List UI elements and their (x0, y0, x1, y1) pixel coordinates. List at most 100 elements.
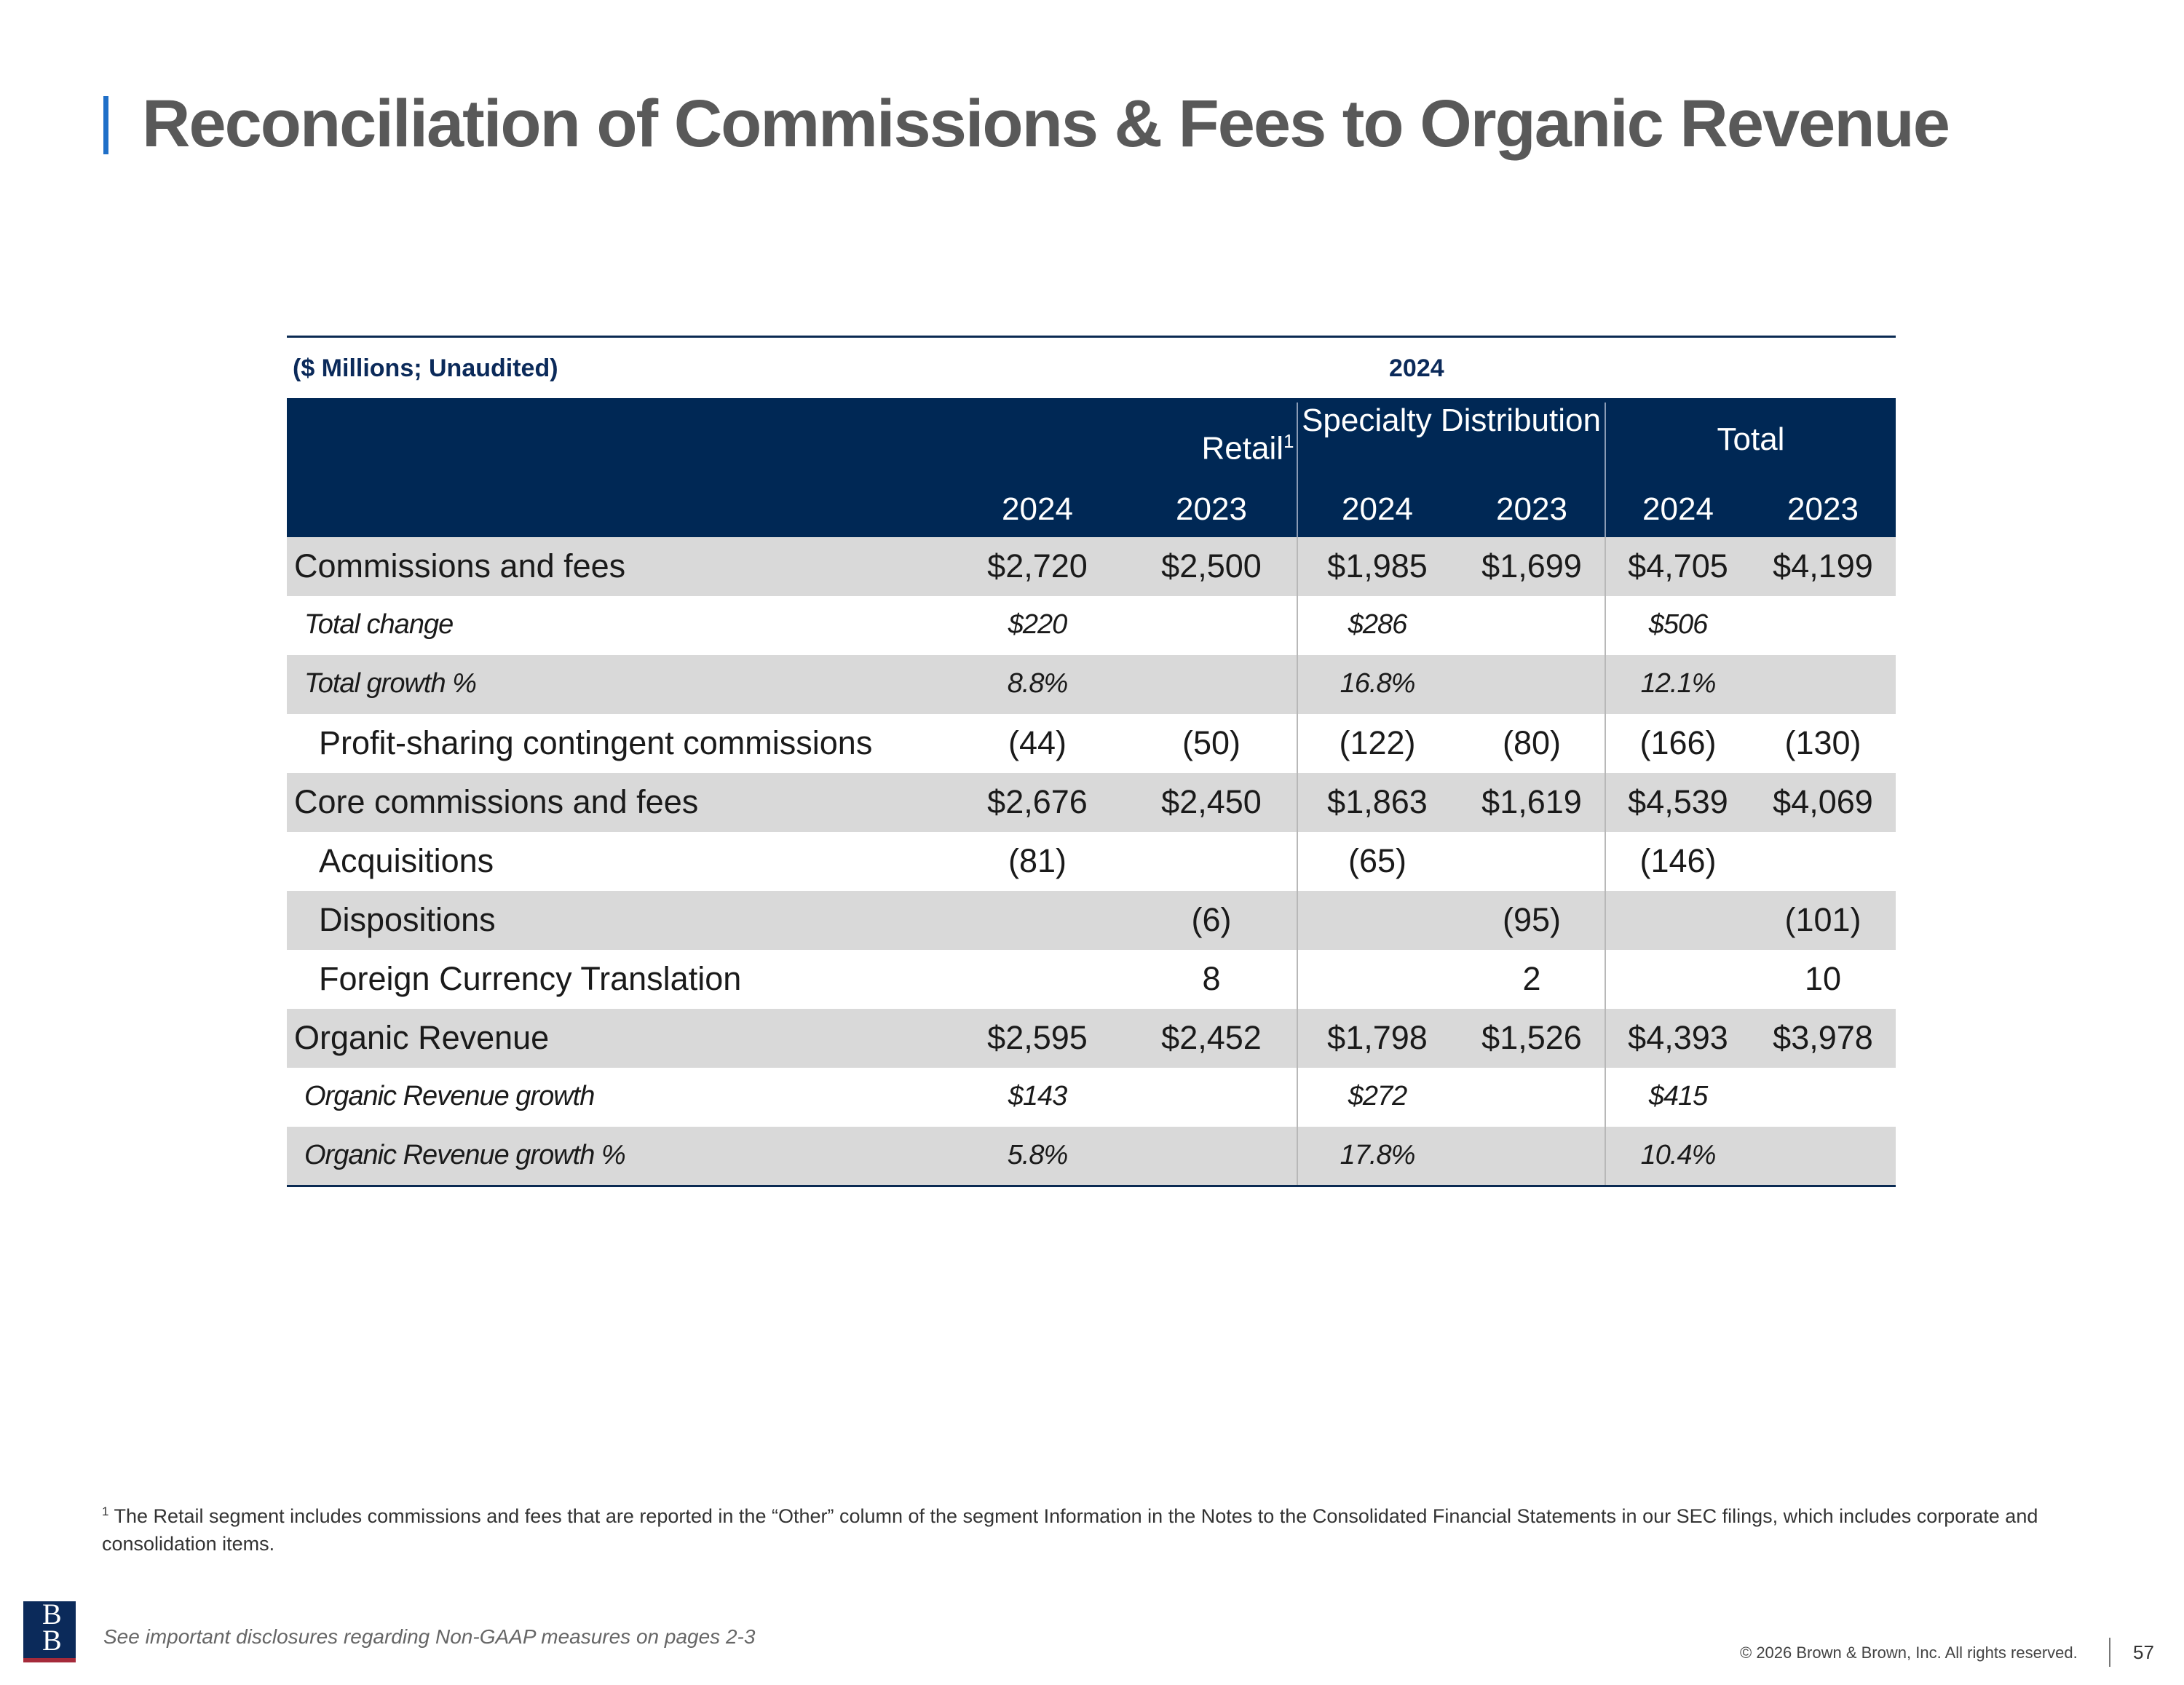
row-label: Total growth % (304, 668, 477, 699)
cell-value: $1,863 (1327, 783, 1428, 820)
column-divider (1605, 832, 1606, 891)
title-accent-bar (103, 96, 108, 154)
row-label: Foreign Currency Translation (319, 960, 742, 997)
column-divider (1605, 1009, 1606, 1068)
cell-value: $1,619 (1481, 783, 1582, 820)
column-divider (1605, 950, 1606, 1009)
table-row: Core commissions and fees $2,676 $2,450 $1,… (287, 773, 1896, 832)
year-header: 2024 (1642, 491, 1714, 527)
column-divider (1605, 655, 1606, 714)
cell-value: $272 (1348, 1081, 1408, 1111)
cell-value: $1,798 (1327, 1019, 1428, 1056)
cell-value: $143 (1008, 1081, 1068, 1111)
cell-value: (101) (1784, 901, 1861, 938)
cell-value: $2,595 (987, 1019, 1088, 1056)
row-label: Organic Revenue (294, 1019, 550, 1056)
group-header-total: Total (1717, 421, 1785, 457)
cell-value: $4,199 (1773, 547, 1873, 584)
cell-value: (50) (1182, 724, 1241, 761)
year-header: 2023 (1496, 491, 1567, 527)
row-label: Core commissions and fees (294, 783, 699, 820)
header-divider (1297, 403, 1298, 537)
column-divider (1605, 596, 1606, 655)
cell-value: $1,699 (1481, 547, 1582, 584)
cell-value: (65) (1348, 842, 1407, 879)
column-divider (1605, 537, 1606, 596)
page-divider (2109, 1638, 2110, 1667)
copyright: © 2026 Brown & Brown, Inc. All rights re… (1740, 1644, 2078, 1662)
column-divider (1297, 891, 1298, 950)
page-number: 57 (2133, 1641, 2154, 1663)
column-divider (1297, 714, 1298, 773)
column-divider (1297, 1127, 1298, 1186)
cell-value: $4,393 (1628, 1019, 1728, 1056)
table-row: Organic Revenue $2,595 $2,452 $1,798 $1,526 $… (287, 1009, 1896, 1068)
table-row: Total growth % 8.8% 16.8% 12.1% (287, 655, 1896, 714)
column-divider (1605, 1068, 1606, 1127)
column-divider (1297, 950, 1298, 1009)
column-divider (1297, 596, 1298, 655)
column-divider (1297, 773, 1298, 832)
cell-value: 10 (1804, 960, 1842, 997)
group-header-retail: Retail1 (1201, 430, 1294, 467)
cell-value: $2,500 (1161, 547, 1262, 584)
year-header: 2024 (1002, 491, 1073, 527)
cell-value: 5.8% (1007, 1140, 1069, 1170)
column-divider (1605, 773, 1606, 832)
year-header: 2023 (1176, 491, 1247, 527)
cell-value: (80) (1502, 724, 1562, 761)
cell-value: $4,069 (1773, 783, 1873, 820)
cell-value: 8.8% (1007, 668, 1069, 699)
row-label: Total change (304, 609, 454, 640)
year-header: 2024 (1342, 491, 1413, 527)
cell-value: $2,452 (1161, 1019, 1262, 1056)
column-divider (1297, 537, 1298, 596)
row-label: Dispositions (319, 901, 496, 938)
table-bottom-rule (287, 1185, 1896, 1187)
column-divider (1297, 1009, 1298, 1068)
row-label: Organic Revenue growth (304, 1081, 595, 1111)
page-title: Reconciliation of Commissions & Fees to … (142, 87, 1950, 161)
cell-value: $220 (1008, 609, 1068, 640)
cell-value: $4,705 (1628, 547, 1728, 584)
cell-value: $415 (1648, 1081, 1709, 1111)
table-top-rule (287, 336, 1896, 338)
year-label: 2024 (1389, 354, 1444, 382)
cell-value: (6) (1191, 901, 1232, 938)
cell-value: 17.8% (1340, 1140, 1416, 1170)
cell-value: $4,539 (1628, 783, 1728, 820)
company-logo: BB (23, 1600, 76, 1662)
column-divider (1297, 655, 1298, 714)
table-row: Organic Revenue growth $143 $272 $415 (287, 1068, 1896, 1127)
table-row: Profit-sharing contingent commissions (44… (287, 714, 1896, 773)
table-row: Foreign Currency Translation 8 2 10 (287, 950, 1896, 1009)
unit-label: ($ Millions; Unaudited) (293, 354, 558, 382)
cell-value: 12.1% (1640, 668, 1717, 699)
cell-value: (130) (1784, 724, 1861, 761)
cell-value: (95) (1502, 901, 1562, 938)
table-row: Organic Revenue growth % 5.8% 17.8% 10.4% (287, 1127, 1896, 1186)
table-header: Retail1 Specialty Distribution Total 202… (287, 398, 1896, 537)
row-label: Commissions and fees (294, 547, 626, 584)
cell-value: (81) (1008, 842, 1067, 879)
table-row: Commissions and fees $2,720 $2,500 $1,985 $1… (287, 537, 1896, 596)
cell-value: $2,720 (987, 547, 1088, 584)
cell-value: $1,985 (1327, 547, 1428, 584)
cell-value: $3,978 (1773, 1019, 1873, 1056)
row-label: Profit-sharing contingent commissions (319, 724, 873, 761)
cell-value: (146) (1639, 842, 1717, 879)
footnote: 1 The Retail segment includes commission… (102, 1504, 2038, 1555)
cell-value: 16.8% (1340, 668, 1416, 699)
non-gaap-disclosure: See important disclosures regarding Non-… (103, 1625, 756, 1648)
column-divider (1297, 832, 1298, 891)
cell-value: (122) (1339, 724, 1416, 761)
table-row: Total change $220 $286 $506 (287, 596, 1896, 655)
year-header: 2023 (1787, 491, 1859, 527)
cell-value: (166) (1639, 724, 1717, 761)
cell-value: (44) (1008, 724, 1067, 761)
cell-value: 10.4% (1640, 1140, 1717, 1170)
cell-value: $506 (1648, 609, 1709, 640)
cell-value: $2,676 (987, 783, 1088, 820)
column-divider (1605, 891, 1606, 950)
table-body: Commissions and fees $2,720 $2,500 $1,985 $1… (287, 537, 1896, 1186)
